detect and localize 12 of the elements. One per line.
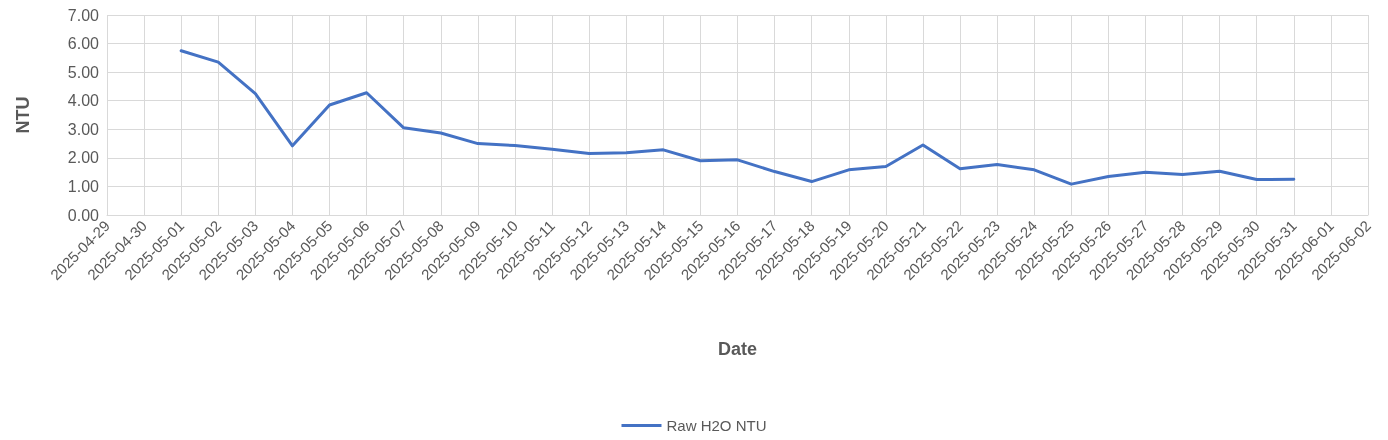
y-tick-label: 6.00 [67,35,100,53]
y-tick-label: 3.00 [67,120,100,138]
y-axis-title: NTU [13,96,33,134]
y-tick-label: 4.00 [67,92,100,110]
legend-label: Raw H2O NTU [666,417,767,434]
y-tick-label: 0.00 [67,206,100,224]
y-tick-label: 7.00 [67,6,100,24]
y-tick-label: 1.00 [67,177,100,195]
x-axis-title: Date [717,339,758,359]
y-tick-label: 5.00 [67,63,100,81]
y-tick-label: 2.00 [67,149,100,167]
line-series [179,49,1296,186]
